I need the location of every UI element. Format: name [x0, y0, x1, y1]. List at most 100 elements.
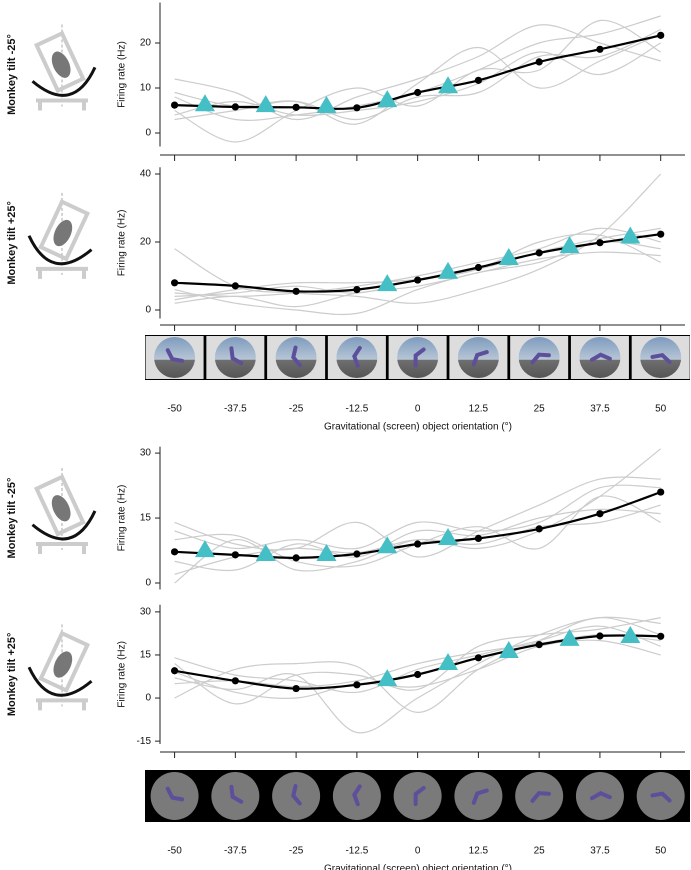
data-point [292, 554, 300, 562]
neuron-line [174, 508, 661, 572]
x-tick-label: 0 [415, 404, 421, 415]
neuron-line [174, 484, 661, 550]
chair-frame [38, 199, 91, 262]
triangle-point [498, 640, 519, 658]
x-tick-label: 12.5 [469, 404, 489, 415]
neuron-line [174, 227, 661, 298]
x-tick-label: -37.5 [224, 846, 247, 857]
data-point [474, 534, 483, 543]
stimulus-object [650, 353, 672, 365]
triangle-point [377, 90, 398, 108]
data-point [353, 681, 361, 689]
data-point [596, 632, 604, 640]
y-axis-label: Firing rate (Hz) [117, 485, 128, 552]
stimulus-view [154, 337, 196, 378]
y-tick-label: 0 [145, 693, 151, 704]
data-point [170, 548, 179, 556]
triangle-point [377, 274, 398, 292]
data-point [657, 31, 665, 39]
swing-arc [31, 66, 97, 97]
monkey-icon [27, 624, 93, 711]
monkey-body [53, 219, 73, 247]
stimulus-object [650, 791, 672, 803]
data-point [657, 632, 665, 640]
data-point [231, 677, 239, 685]
monkey-body [51, 495, 71, 522]
y-tick-label: 15 [140, 650, 152, 661]
x-tick-label: 12.5 [469, 846, 489, 857]
data-point [414, 540, 422, 548]
y-tick-label: 30 [140, 448, 152, 459]
swing-arc [27, 235, 93, 266]
stimulus-object [413, 347, 426, 368]
x-tick-label: -50 [167, 846, 182, 857]
data-point [414, 88, 422, 97]
stand [36, 98, 88, 111]
triangle-point [194, 94, 215, 112]
monkey-body [53, 651, 73, 678]
x-tick-label: 37.5 [590, 404, 610, 415]
data-point [657, 230, 665, 238]
mean-line [174, 634, 661, 690]
stand [36, 266, 88, 279]
stimulus-object [291, 784, 302, 806]
y-tick-label: 0 [145, 578, 151, 589]
monkey-icon [31, 24, 97, 111]
x-tick-label: 25 [534, 404, 546, 415]
y-tick-label: 0 [145, 305, 151, 316]
y-tick-label: 10 [140, 83, 152, 94]
triangle-point [559, 236, 580, 254]
data-point [231, 551, 239, 559]
x-tick-label: -12.5 [345, 846, 368, 857]
stand [36, 542, 88, 555]
stimulus-object [291, 345, 302, 367]
chair-frame [33, 474, 86, 537]
neuron-line [174, 504, 661, 575]
data-point [231, 282, 239, 290]
chair-frame [33, 30, 86, 94]
data-point [414, 670, 422, 679]
chair-frame [38, 630, 91, 694]
x-axis-label: Gravitational (screen) object orientatio… [324, 422, 512, 433]
data-point [353, 286, 361, 294]
neuron-line [174, 251, 661, 308]
x-tick-label: 37.5 [590, 846, 610, 857]
triangle-point [438, 261, 459, 279]
x-tick-label: -50 [167, 404, 182, 415]
stimulus-object [590, 791, 612, 801]
triangle-point [620, 226, 641, 244]
neuron-line [174, 448, 662, 584]
y-tick-label: 20 [140, 38, 152, 49]
stimulus-object [471, 788, 489, 805]
neuron-line [174, 617, 661, 705]
data-point [170, 101, 179, 109]
triangle-point [438, 76, 459, 94]
neuron-line [174, 634, 661, 688]
data-point [535, 641, 543, 649]
triangle-point [559, 628, 580, 646]
x-tick-label: -37.5 [224, 404, 247, 415]
stimulus-object [530, 352, 551, 365]
stimulus-object [413, 786, 426, 806]
triangle-point [194, 540, 215, 558]
x-tick-label: 50 [655, 846, 667, 857]
stimulus-object [229, 784, 244, 804]
side-label: Monkey tilt -25° [6, 478, 18, 559]
triangle-point [438, 653, 459, 671]
data-point [231, 103, 239, 111]
triangle-point [498, 247, 519, 265]
data-point [596, 510, 604, 518]
neuron-line [174, 173, 662, 304]
x-axis-label: Gravitational (screen) object orientatio… [324, 864, 512, 870]
y-axis-label: Firing rate (Hz) [117, 641, 128, 708]
triangle-point [438, 527, 459, 545]
y-tick-label: 0 [145, 128, 151, 139]
data-point [596, 45, 604, 53]
data-point [353, 550, 361, 558]
stimulus-object [352, 784, 362, 807]
swing-arc [31, 510, 97, 541]
side-label: Monkey tilt -25° [6, 34, 18, 115]
stimulus-view [275, 337, 317, 378]
monkey-body [51, 51, 71, 78]
